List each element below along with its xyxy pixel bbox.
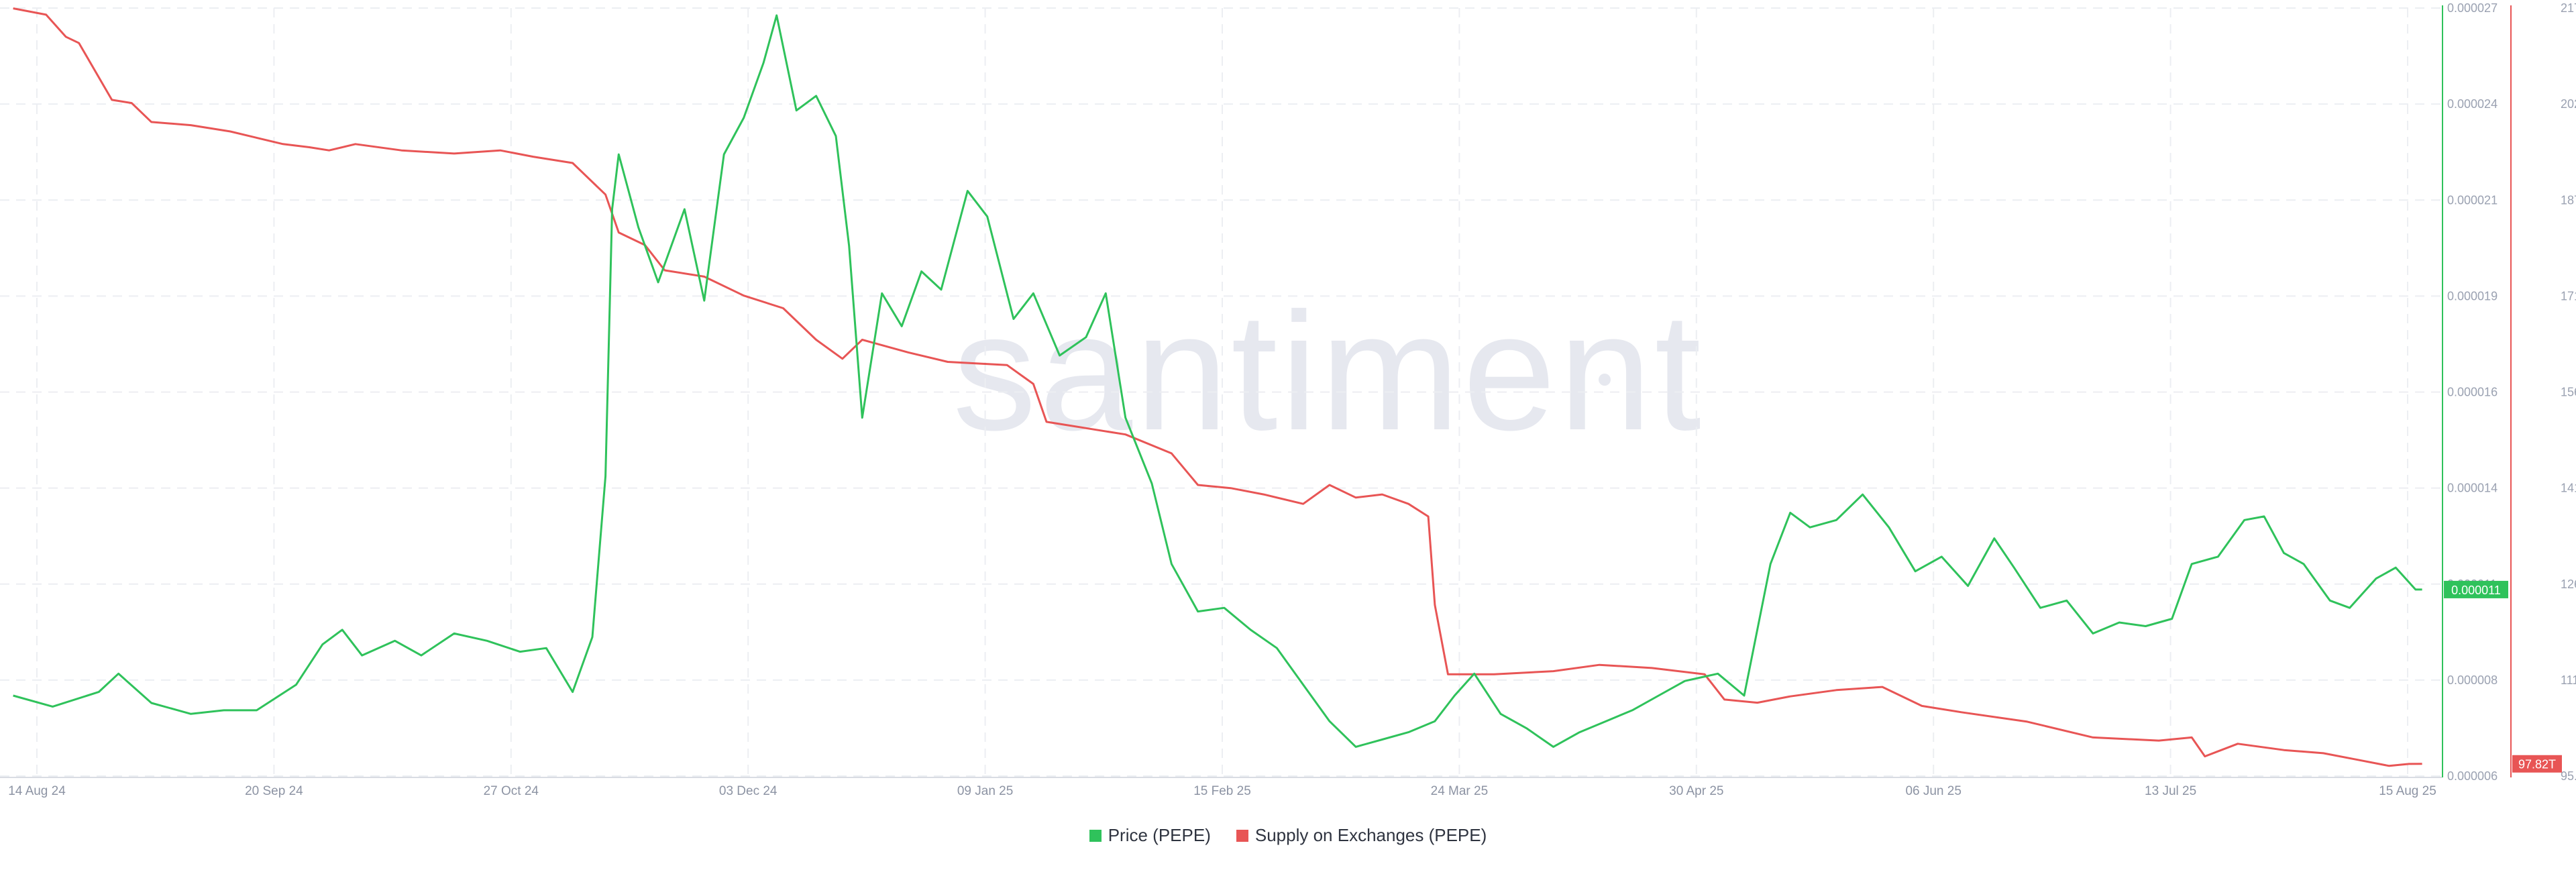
x-axis-tick-label: 27 Oct 24 [484,784,539,798]
price-current-badge [2444,580,2508,598]
x-axis-tick-label: 30 Apr 25 [1669,784,1723,798]
supply-current-label: 97.82T [2518,758,2556,771]
right-axis-ticks: 217.55T 202.34T 187.13T 171.92T 156.71T 141.5… [2561,1,2576,783]
legend-item-supply[interactable]: Supply on Exchanges (PEPE) [1236,825,1487,846]
left-axis-tick-label: 0.000021 [2447,193,2498,207]
left-axis-ticks: 0.000027 0.000024 0.000021 0.000019 0.000016… [2447,1,2498,783]
legend-item-price[interactable]: Price (PEPE) [1089,825,1211,846]
right-axis-tick-label: 95.88T [2561,769,2576,783]
x-axis-tick-label: 06 Jun 25 [1905,784,1961,798]
right-axis-tick-label: 217.55T [2561,1,2576,15]
x-axis-tick-label: 15 Aug 25 [2379,784,2436,798]
right-axis-tick-label: 171.92T [2561,289,2576,303]
current-value-badges: 0.000011 97.82T [2444,580,2562,773]
legend: Price (PEPE) Supply on Exchanges (PEPE) [0,825,2576,846]
right-axis-tick-label: 126.29T [2561,578,2576,591]
supply-swatch-icon [1236,829,1248,842]
x-axis-ticks: 14 Aug 24 20 Sep 24 27 Oct 24 03 Dec 24 09 J… [8,784,2436,798]
watermark-dot [1599,374,1611,386]
legend-label-price: Price (PEPE) [1108,825,1211,845]
watermark-text: santiment [953,278,1704,465]
left-axis-tick-label: 0.000024 [2447,97,2498,111]
x-axis-tick-label: 14 Aug 24 [8,784,66,798]
x-axis-tick-label: 03 Dec 24 [719,784,777,798]
right-axis-tick-label: 156.71T [2561,386,2576,399]
left-axis-tick-label: 0.000014 [2447,482,2498,495]
watermark: santiment [953,278,1704,465]
right-axis-tick-label: 111.09T [2561,673,2576,687]
x-axis-tick-label: 24 Mar 25 [1431,784,1489,798]
x-axis-tick-label: 15 Feb 25 [1193,784,1251,798]
right-axis-tick-label: 141.5T [2561,482,2576,495]
x-axis-tick-label: 13 Jul 25 [2145,784,2196,798]
supply-current-badge [2512,755,2562,773]
legend-label-supply: Supply on Exchanges (PEPE) [1254,825,1487,845]
left-axis-tick-label: 0.000016 [2447,386,2498,399]
price-swatch-icon [1089,829,1102,842]
left-axis-tick-label: 0.000019 [2447,289,2498,303]
left-axis-tick-label: 0.000008 [2447,673,2498,687]
left-axis-tick-label: 0.000027 [2447,1,2498,15]
x-axis-tick-label: 20 Sep 24 [245,784,303,798]
x-axis-tick-label: 09 Jan 25 [957,784,1013,798]
supply-line[interactable] [13,7,2422,767]
right-axis-tick-label: 202.34T [2561,97,2576,111]
price-current-label: 0.000011 [2451,584,2501,597]
right-axis-tick-label: 187.13T [2561,193,2576,207]
price-line[interactable] [13,14,2422,748]
left-axis-tick-label: 0.000006 [2447,769,2498,783]
grid [0,7,2442,777]
axes [0,5,2512,778]
series-group [13,7,2422,767]
